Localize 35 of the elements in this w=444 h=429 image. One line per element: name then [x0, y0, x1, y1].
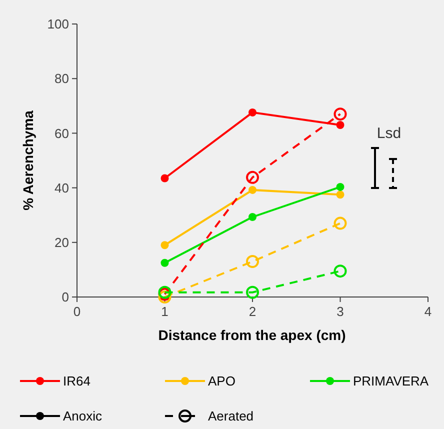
x-tick-label: 3: [336, 304, 344, 319]
point: [248, 108, 256, 116]
point: [248, 213, 256, 222]
x-tick-label: 1: [161, 304, 168, 319]
point: [246, 170, 259, 184]
y-tick-label: 100: [47, 16, 69, 32]
y-axis-title: % Aerenchyma: [20, 110, 36, 210]
y-tick-label: 40: [54, 180, 69, 196]
y-tick-label: 60: [54, 126, 69, 141]
point: [334, 264, 347, 278]
legend-label: APO: [208, 374, 236, 389]
point: [336, 190, 344, 199]
point: [160, 258, 169, 267]
annotation: Lsd: [376, 125, 402, 142]
point: [246, 286, 259, 299]
point: [334, 108, 347, 121]
x-tick-label: 0: [73, 304, 81, 319]
y-tick-label: 0: [62, 290, 69, 305]
point: [246, 255, 259, 268]
point: [160, 174, 169, 182]
legend-label: PRIMAVERA: [353, 374, 429, 389]
point: [160, 241, 169, 250]
point: [336, 121, 344, 130]
legend-label: Anoxic: [63, 408, 103, 424]
x-tick-label: 4: [424, 304, 432, 319]
legend-label: IR64: [63, 374, 90, 389]
point: [158, 290, 172, 304]
point: [334, 216, 347, 230]
x-axis-title: Distance from the apex (cm): [158, 327, 346, 343]
x-tick-label: 2: [248, 304, 256, 319]
legend-label: Aerated: [208, 408, 254, 424]
point: [248, 186, 256, 194]
y-tick-label: 80: [54, 71, 69, 86]
point: [336, 182, 344, 191]
y-tick-label: 20: [54, 234, 69, 250]
